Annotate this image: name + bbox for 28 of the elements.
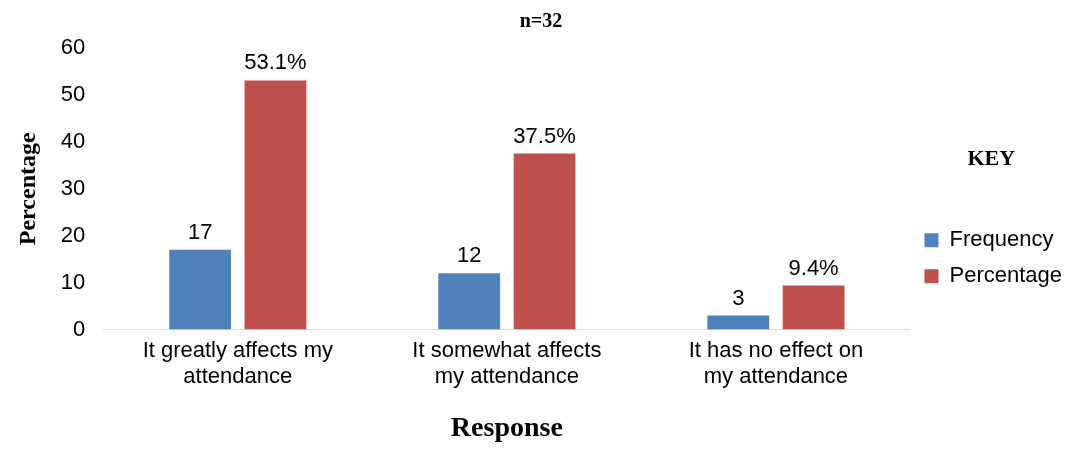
y-tick-label: 50 xyxy=(60,81,86,106)
x-tick-label: It somewhat affects my attendance xyxy=(412,336,602,389)
bar xyxy=(244,80,307,330)
y-tick-label: 10 xyxy=(60,268,86,294)
bar xyxy=(782,285,845,330)
x-tick-label: It greatly affects my attendance xyxy=(142,336,333,389)
y-axis-title: Percentage xyxy=(13,132,40,246)
data-label: 17 xyxy=(187,218,213,244)
legend-label: Frequency xyxy=(949,226,1054,252)
bar xyxy=(513,153,576,330)
y-tick-label: 30 xyxy=(60,174,86,200)
bar xyxy=(707,315,770,330)
bar xyxy=(438,273,501,330)
chart-title: n=32 xyxy=(519,9,563,32)
y-tick-label: 40 xyxy=(60,127,86,153)
y-tick-label: 60 xyxy=(60,34,86,60)
data-label: 9.4% xyxy=(788,254,839,280)
legend-title: KEY xyxy=(967,145,1016,171)
data-label: 3 xyxy=(732,284,745,310)
data-label: 53.1% xyxy=(244,49,307,75)
data-label: 37.5% xyxy=(513,122,576,148)
legend-label: Percentage xyxy=(949,262,1063,288)
bar xyxy=(169,249,232,330)
y-tick-label: 0 xyxy=(73,315,86,341)
x-tick-label: It has no effect on my attendance xyxy=(688,336,864,389)
y-tick-label: 20 xyxy=(60,221,86,247)
data-label: 12 xyxy=(456,242,482,268)
x-axis-title: Response xyxy=(450,411,563,443)
